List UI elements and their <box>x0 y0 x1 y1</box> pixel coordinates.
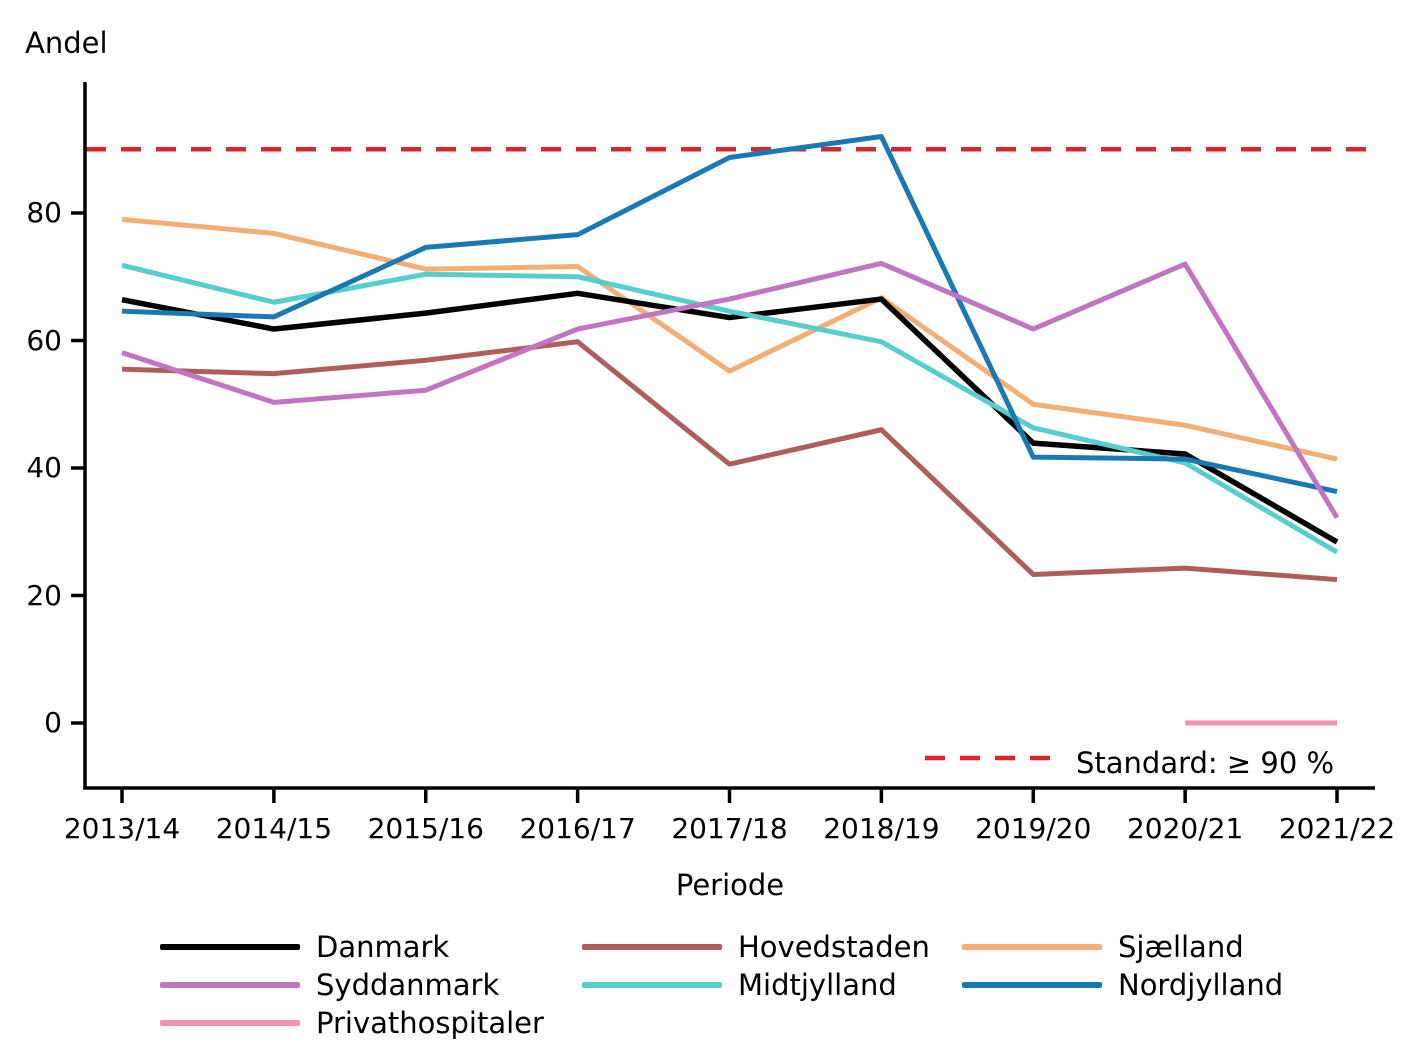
x-axis-title: Periode <box>675 868 785 902</box>
series-line-syddanmark <box>121 260 1340 520</box>
x-tick-label-2014-15: 2014/15 <box>215 812 333 845</box>
legend-label-privathospitaler: Privathospitaler <box>316 1006 544 1040</box>
legend-swatch-danmark <box>160 944 300 950</box>
legend-swatch-sjælland <box>962 944 1102 950</box>
standard-legend-label: Standard: ≥ 90 % <box>1076 746 1335 780</box>
legend-swatch-privathospitaler <box>160 1020 300 1026</box>
x-tick-label-2015-16: 2015/16 <box>367 812 484 845</box>
series-line-hovedstaden <box>121 339 1338 583</box>
series-line-danmark <box>121 290 1339 545</box>
legend-swatch-midtjylland <box>582 982 722 988</box>
series-line-midtjylland <box>121 262 1339 555</box>
x-tick-label-2021-22: 2021/22 <box>1278 812 1396 845</box>
x-tick-label-2016-17: 2016/17 <box>519 812 636 845</box>
x-tick-label-2018-19: 2018/19 <box>823 812 940 845</box>
y-tick-label-20: 20 <box>26 578 62 612</box>
series-line-nordjylland <box>121 134 1338 495</box>
y-tick-label-60: 60 <box>26 323 62 357</box>
y-tick-label-0: 0 <box>44 706 62 739</box>
legend-swatch-nordjylland <box>962 982 1102 988</box>
legend-swatch-hovedstaden <box>582 944 722 950</box>
x-tick-label-2019-20: 2019/20 <box>975 812 1092 845</box>
legend-label-syddanmark: Syddanmark <box>316 968 500 1002</box>
legend-label-sjælland: Sjælland <box>1118 930 1244 964</box>
x-tick-label-2020-21: 2020/21 <box>1126 812 1244 845</box>
legend-label-hovedstaden: Hovedstaden <box>738 930 930 964</box>
y-tick-label-80: 80 <box>26 196 62 229</box>
legend-swatch-syddanmark <box>160 982 300 988</box>
legend-label-nordjylland: Nordjylland <box>1118 968 1284 1002</box>
legend-label-danmark: Danmark <box>316 930 450 964</box>
y-axis-title: Andel <box>25 26 108 60</box>
legend-label-midtjylland: Midtjylland <box>738 968 897 1002</box>
y-tick-label-40: 40 <box>26 451 62 484</box>
x-tick-label-2013-14: 2013/14 <box>63 812 181 845</box>
series-line-sjælland <box>121 216 1338 462</box>
x-tick-label-2017-18: 2017/18 <box>671 812 788 845</box>
